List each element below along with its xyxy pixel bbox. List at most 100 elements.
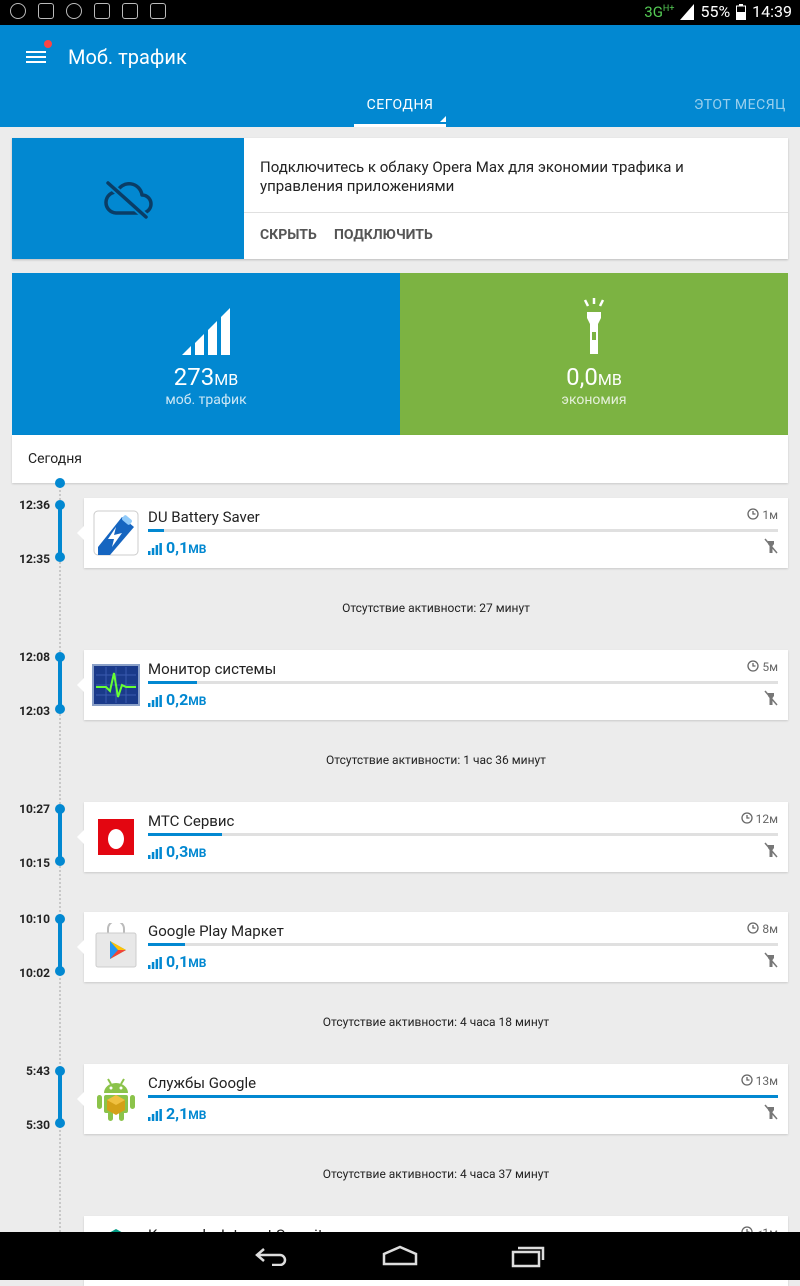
tab-today[interactable]: СЕГОДНЯ — [366, 97, 434, 113]
saving-label: экономия — [561, 392, 627, 408]
hide-button[interactable]: СКРЫТЬ — [260, 227, 317, 243]
tab-this-month[interactable]: ЭТОТ МЕСЯЦ — [694, 97, 786, 113]
mobile-traffic-stat[interactable]: 273МВ моб. трафик — [12, 273, 400, 435]
usage-bar-fill — [148, 529, 164, 532]
inactivity-text: Отсутствие активности: 4 часа 37 минут — [322, 1167, 550, 1181]
mobile-traffic-value: 273МВ — [173, 363, 239, 391]
usage-value: 0,1МВ — [148, 952, 206, 971]
app-name: Монитор системы — [148, 660, 277, 678]
usage-bar — [148, 529, 778, 532]
no-saving-icon — [764, 842, 778, 858]
app-entry-du-battery-saver[interactable]: DU Battery Saver 1м 0,1МВ — [77, 498, 788, 568]
google-services-icon — [97, 1078, 135, 1121]
end-time: 10:02 — [19, 966, 50, 980]
app-entry-mts-service[interactable]: МТС Сервис 12м 0,3МВ — [77, 802, 788, 872]
timeline-segment — [58, 919, 62, 971]
app-name: DU Battery Saver — [148, 508, 260, 526]
recent-apps-icon[interactable] — [510, 1244, 546, 1268]
start-time: 10:10 — [19, 912, 50, 926]
back-icon[interactable] — [254, 1246, 290, 1266]
app-entry-system-monitor[interactable]: Монитор системы 5м 0,2МВ — [77, 650, 788, 720]
usage-value: 0,2МВ — [148, 690, 206, 709]
timeline-segment — [58, 657, 62, 709]
menu-icon[interactable] — [26, 48, 46, 66]
timeline-dot — [55, 500, 65, 510]
signal-icon — [182, 308, 230, 355]
usage-bar-fill — [148, 833, 222, 836]
end-time: 5:30 — [25, 1118, 50, 1132]
duration: 8м — [747, 922, 778, 936]
image-icon — [94, 3, 110, 19]
du-battery-saver-icon — [93, 510, 139, 556]
cell-signal-icon — [680, 3, 695, 20]
start-time: 10:27 — [19, 802, 50, 816]
duration: 5м — [747, 660, 778, 674]
navigation-bar — [0, 1232, 800, 1280]
start-time: 12:36 — [19, 498, 50, 512]
usage-value: 0,3МВ — [148, 842, 206, 861]
app-entry-google-play[interactable]: Google Play Маркет 8м 0,1МВ — [77, 912, 788, 982]
clock-icon — [740, 812, 753, 824]
clock-icon — [747, 660, 760, 672]
saving-value: 0,0МВ — [566, 363, 622, 391]
battery-icon — [736, 3, 747, 20]
tab-dropdown-icon — [440, 116, 446, 122]
timeline-dot — [55, 552, 65, 562]
system-monitor-icon — [92, 664, 140, 706]
signal-icon — [148, 542, 162, 555]
app-entry-google-services[interactable]: Службы Google 13м 2,1МВ — [77, 1064, 788, 1134]
notification-dot — [44, 40, 52, 48]
timeline-dot — [55, 856, 65, 866]
google-play-icon — [95, 923, 137, 968]
timeline-segment — [58, 505, 62, 557]
notification-icon — [10, 3, 26, 19]
usage-bar-fill — [148, 681, 197, 684]
promo-text: Подключитесь к облаку Opera Max для экон… — [260, 158, 684, 195]
divider — [244, 212, 788, 213]
usage-bar-fill — [148, 943, 185, 946]
app-name: Google Play Маркет — [148, 922, 284, 940]
app-bar: Моб. трафик СЕГОДНЯ ЭТОТ МЕСЯЦ — [0, 25, 800, 127]
wifi-icon — [150, 3, 166, 19]
mobile-traffic-label: моб. трафик — [165, 392, 247, 408]
clock-icon — [747, 922, 760, 934]
connect-button[interactable]: ПОДКЛЮЧИТЬ — [334, 227, 433, 243]
mts-service-icon — [98, 819, 134, 855]
start-time: 12:08 — [19, 650, 50, 664]
saving-stat[interactable]: 0,0МВ экономия — [400, 273, 788, 435]
flashlight-icon — [583, 298, 605, 354]
timeline-dot — [55, 1118, 65, 1128]
inactivity-text: Отсутствие активности: 4 часа 18 минут — [322, 1015, 550, 1029]
clock-icon — [740, 1074, 753, 1086]
signal-icon — [148, 956, 162, 969]
shield-icon — [66, 3, 82, 19]
timeline-dot — [55, 914, 65, 924]
usage-bar — [148, 681, 778, 684]
promo-card: Подключитесь к облаку Opera Max для экон… — [12, 138, 788, 259]
timeline-dot — [55, 652, 65, 662]
promo-banner — [12, 138, 244, 259]
no-saving-icon — [764, 1104, 778, 1120]
timeline-segment — [58, 1071, 62, 1123]
timeline-dot — [55, 804, 65, 814]
cloud-off-icon — [104, 180, 153, 219]
app-name: Службы Google — [148, 1074, 257, 1092]
tab-indicator — [354, 124, 446, 127]
clock-time: 14:39 — [752, 2, 792, 21]
duration: 1м — [747, 508, 778, 522]
usage-bar-fill — [148, 1095, 778, 1098]
status-bar: 3GH+ 55% 14:39 — [0, 0, 800, 25]
network-type: 3GH+ — [644, 2, 675, 21]
stats-panel: 273МВ моб. трафик 0,0МВ экономия — [12, 273, 788, 435]
usage-bar — [148, 943, 778, 946]
end-time: 12:03 — [19, 704, 50, 718]
signal-icon — [148, 694, 162, 707]
page-title: Моб. трафик — [68, 45, 187, 69]
notification-icon — [38, 3, 54, 19]
signal-icon — [148, 846, 162, 859]
home-icon[interactable] — [381, 1244, 419, 1266]
no-saving-icon — [764, 952, 778, 968]
usage-value: 0,1МВ — [148, 538, 206, 557]
mail-icon — [122, 3, 138, 19]
timeline-dot — [55, 1066, 65, 1076]
